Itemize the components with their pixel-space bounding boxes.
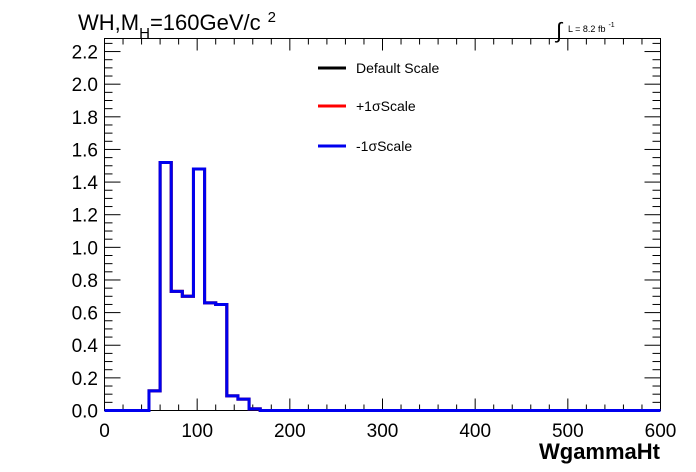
y-tick-label: 0.8 xyxy=(72,271,98,292)
lumi-superscript: -1 xyxy=(608,22,614,29)
series-layer xyxy=(104,161,661,412)
x-tick-label: 0 xyxy=(99,421,110,442)
y-tick-label: 1.6 xyxy=(72,140,98,161)
y-tick-label: 1.4 xyxy=(72,173,99,194)
y-tick-label: 0.4 xyxy=(72,336,99,357)
x-axis: 0 100 200 300 400 500 600 xyxy=(99,38,677,442)
title-subscript: H xyxy=(139,25,150,42)
x-tick-label: 100 xyxy=(181,421,213,442)
x-tick-label: 400 xyxy=(459,421,491,442)
x-tick-label: 300 xyxy=(367,421,399,442)
y-tick-label: 0.6 xyxy=(72,304,98,325)
x-axis-label: WgammaHt xyxy=(539,439,661,464)
y-tick-label: 1.0 xyxy=(72,238,98,259)
series-line-1 xyxy=(104,161,661,412)
y-axis: 0.0 0.2 0.4 0.6 0.8 1.0 1.2 1.4 1.6 1.8 2.0 2.2 xyxy=(72,43,661,423)
series-line-2 xyxy=(104,161,661,412)
x-tick-label: 200 xyxy=(274,421,306,442)
legend-label-0: Default Scale xyxy=(356,60,439,76)
integral-symbol: ∫ xyxy=(554,18,564,43)
lumi-label: ∫ L = 8.2 fb -1 xyxy=(554,18,615,43)
y-tick-label: 0.0 xyxy=(72,402,98,423)
title-suffix: =160GeV/c xyxy=(150,10,261,35)
y-tick-label: 2.0 xyxy=(72,75,98,96)
svg-text:L = 8.2 fb-1: L = 8.2 fb -1 xyxy=(568,22,615,34)
legend-label-2: -1σScale xyxy=(356,138,412,154)
x-tick-label: 500 xyxy=(552,421,584,442)
legend: Default Scale +1σScale -1σScale xyxy=(318,60,439,154)
y-tick-label: 1.2 xyxy=(72,206,98,227)
title-prefix: WH,M xyxy=(78,10,139,35)
y-tick-label: 1.8 xyxy=(72,108,98,129)
plot-title: WH,MH=160GeV/c 2 xyxy=(78,9,276,42)
plot-frame xyxy=(104,38,661,411)
y-tick-label: 2.2 xyxy=(72,43,98,64)
series-line-0 xyxy=(104,161,661,412)
x-tick-label: 600 xyxy=(645,421,677,442)
lumi-text: L = 8.2 fb xyxy=(568,24,605,34)
title-superscript: 2 xyxy=(268,9,276,26)
legend-label-1: +1σScale xyxy=(356,98,416,114)
y-tick-label: 0.2 xyxy=(72,369,98,390)
